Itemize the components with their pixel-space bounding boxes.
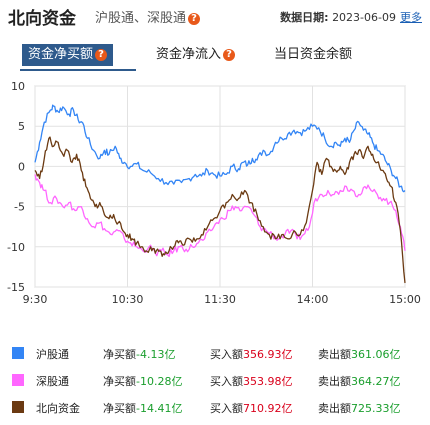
x-tick-label: 14:00 — [297, 293, 329, 306]
y-axis-labels: 10 5 0 -5 -10 -15 — [7, 80, 25, 294]
legend-row-north: 北向资金 净买额-14.41亿 买入额710.92亿 卖出额725.33亿 — [0, 396, 430, 418]
series-line-2 — [34, 174, 406, 258]
legend-name: 深股通 — [36, 375, 69, 388]
intraday-flow-chart: 10 5 0 -5 -10 -15 9:30 10:30 11:30 14:00 15:00 — [7, 80, 421, 306]
subtitle-text: 沪股通、深股通 — [95, 11, 187, 26]
y-tick-label: 10 — [11, 80, 25, 93]
tab-daily-balance[interactable]: 当日资金余额 — [268, 44, 358, 66]
series-lines — [34, 104, 406, 284]
y-tick-label: 0 — [18, 160, 25, 173]
tab-net-inflow[interactable]: 资金净流入? — [150, 44, 241, 66]
more-link[interactable]: 更多 — [400, 11, 422, 24]
help-icon[interactable]: ? — [95, 48, 108, 61]
tab-daily-balance-label: 当日资金余额 — [274, 47, 353, 62]
help-icon[interactable]: ? — [188, 12, 201, 25]
legend-name: 北向资金 — [36, 402, 80, 415]
legend-row-sh: 沪股通 净买额-4.13亿 买入额356.93亿 卖出额361.06亿 — [0, 342, 430, 364]
net-value: -10.28亿 — [136, 375, 183, 388]
tab-net-inflow-label: 资金净流入 — [156, 47, 222, 62]
header: 北向资金 沪股通、深股通? 数据日期: 2023-06-09 更多 — [0, 0, 430, 32]
x-tick-label: 11:30 — [204, 293, 236, 306]
tab-net-buy[interactable]: 资金净买额? — [22, 44, 114, 66]
y-tick-label: -10 — [7, 241, 25, 254]
tab-net-buy-label: 资金净买额 — [28, 47, 94, 62]
buy-value: 356.93亿 — [243, 348, 293, 361]
net-value: -4.13亿 — [136, 348, 176, 361]
x-tick-label: 9:30 — [23, 293, 48, 306]
help-icon[interactable]: ? — [223, 48, 236, 61]
date-value: 2023-06-09 — [332, 11, 396, 24]
tab-underline — [20, 69, 136, 71]
chart-grid — [34, 85, 406, 288]
net-value: -14.41亿 — [136, 402, 183, 415]
y-tick-label: -15 — [7, 281, 25, 294]
subtitle: 沪股通、深股通? — [95, 7, 201, 26]
series-line-3 — [34, 136, 406, 284]
sell-value: 364.27亿 — [351, 375, 401, 388]
legend-swatch — [12, 401, 24, 413]
legend-name: 沪股通 — [36, 348, 69, 361]
data-date: 数据日期: 2023-06-09 — [280, 9, 396, 25]
legend-row-sz: 深股通 净买额-10.28亿 买入额353.98亿 卖出额364.27亿 — [0, 369, 430, 391]
page-title: 北向资金 — [8, 9, 76, 29]
buy-value: 710.92亿 — [243, 402, 293, 415]
x-tick-label: 15:00 — [389, 293, 421, 306]
tab-bar: 资金净买额? 资金净流入? 当日资金余额 — [0, 40, 430, 70]
buy-value: 353.98亿 — [243, 375, 293, 388]
y-tick-label: -5 — [14, 201, 25, 214]
x-axis-labels: 9:30 10:30 11:30 14:00 15:00 — [23, 293, 421, 306]
y-tick-label: 5 — [18, 120, 25, 133]
legend-swatch — [12, 347, 24, 359]
sell-value: 725.33亿 — [351, 402, 401, 415]
series-line-1 — [34, 104, 406, 193]
legend-swatch — [12, 374, 24, 386]
sell-value: 361.06亿 — [351, 348, 401, 361]
date-label: 数据日期: — [280, 11, 329, 24]
x-tick-label: 10:30 — [112, 293, 144, 306]
